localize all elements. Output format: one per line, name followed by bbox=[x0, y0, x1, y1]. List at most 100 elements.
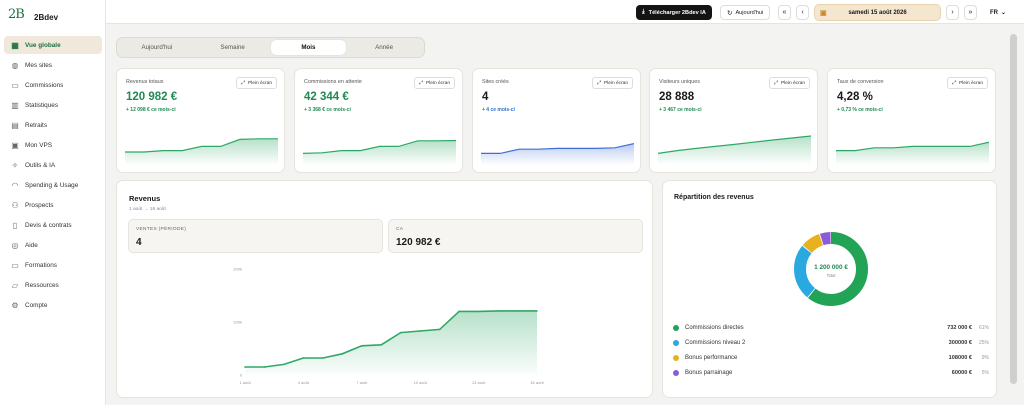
card-icon: ▤ bbox=[11, 120, 19, 130]
revenue-stat: CA 120 982 € bbox=[388, 219, 643, 253]
kpi-sparkline bbox=[658, 135, 811, 165]
sidebar-item-mes-sites[interactable]: ◍ Mes sites bbox=[4, 56, 102, 74]
double-chevron-right-icon: » bbox=[968, 9, 973, 16]
sidebar-item-label: Mon VPS bbox=[25, 141, 52, 149]
tab-semaine[interactable]: Semaine bbox=[220, 44, 245, 51]
kpi-title: Visiteurs uniques bbox=[659, 79, 700, 85]
fullscreen-button[interactable]: ⤢ Plein écran bbox=[236, 77, 277, 89]
sidebar-nav: ▦ Vue globale ◍ Mes sites ▭ Commissions ▥ Stati… bbox=[4, 36, 102, 316]
legend-label: Bonus performance bbox=[685, 354, 738, 361]
chart-icon: ▥ bbox=[11, 100, 19, 110]
book-icon: ▭ bbox=[11, 260, 19, 270]
language-value: FR bbox=[990, 9, 998, 16]
fullscreen-button[interactable]: ⤢ Plein écran bbox=[769, 77, 810, 89]
legend-value: 108000 € bbox=[948, 354, 972, 361]
first-period-button[interactable]: « bbox=[778, 5, 791, 20]
kpi-card: Sites créés ⤢ Plein écran 4 + 4 ce mois-ci bbox=[472, 68, 641, 173]
donut-total-value: 1 200 000 € bbox=[814, 264, 848, 271]
sparkle-icon: ✧ bbox=[11, 160, 19, 170]
fullscreen-button[interactable]: ⤢ Plein écran bbox=[592, 77, 633, 89]
sidebar: 2B 2Bdev ▦ Vue globale ◍ Mes sites ▭ Commissi… bbox=[0, 0, 106, 405]
revenue-stat-label: CA bbox=[396, 227, 404, 232]
donut-slice bbox=[794, 232, 868, 306]
sidebar-item-mon-vps[interactable]: ▣ Mon VPS bbox=[4, 136, 102, 154]
double-chevron-left-icon: « bbox=[782, 9, 787, 16]
help-icon: ◎ bbox=[11, 240, 19, 250]
download-app-button[interactable]: ⤓ Télécharger 2Bdev IA bbox=[636, 5, 712, 20]
legend-dot bbox=[673, 369, 679, 376]
sparkline-line bbox=[658, 135, 811, 154]
previous-period-button[interactable]: ‹ bbox=[796, 5, 809, 20]
kpi-card: Revenus totaux ⤢ Plein écran 120 982 € + 12 … bbox=[116, 68, 285, 173]
sparkline-area bbox=[125, 138, 278, 165]
sidebar-item-label: Aide bbox=[25, 241, 38, 249]
sparkline-area bbox=[481, 143, 634, 165]
fullscreen-label: Plein écran bbox=[426, 80, 450, 86]
sidebar-item-retraits[interactable]: ▤ Retraits bbox=[4, 116, 102, 134]
sidebar-item-vue-globale[interactable]: ▦ Vue globale bbox=[4, 36, 102, 54]
gauge-icon: ◠ bbox=[11, 180, 19, 190]
next-period-button[interactable]: › bbox=[946, 5, 959, 20]
sidebar-item-devis-contrats[interactable]: ▯ Devis & contrats bbox=[4, 216, 102, 234]
revenue-point bbox=[263, 366, 266, 368]
chevron-right-icon: › bbox=[951, 9, 954, 16]
scrollbar-thumb[interactable] bbox=[1010, 34, 1017, 384]
legend-dot bbox=[673, 354, 679, 361]
kpi-sparkline bbox=[481, 143, 634, 165]
sparkline-area bbox=[658, 136, 811, 165]
kpi-value: 120 982 € bbox=[126, 91, 178, 103]
revenue-point bbox=[458, 310, 460, 313]
sidebar-item-label: Mes sites bbox=[25, 61, 52, 69]
kpi-delta: + 4 ce mois-ci bbox=[482, 107, 515, 113]
legend-label: Bonus parrainage bbox=[685, 369, 733, 376]
revenue-point bbox=[341, 353, 344, 355]
sidebar-item-ressources[interactable]: ▱ Ressources bbox=[4, 276, 102, 294]
sidebar-item-label: Devis & contrats bbox=[25, 221, 72, 229]
tab-annee[interactable]: Année bbox=[375, 44, 394, 51]
period-tabs: Aujourd'hui Semaine Mois Année bbox=[116, 37, 425, 58]
tab-mois[interactable]: Mois bbox=[270, 40, 347, 55]
fullscreen-button[interactable]: ⤢ Plein écran bbox=[947, 77, 988, 89]
kpi-delta: + 12 098 € ce mois-ci bbox=[126, 107, 176, 113]
legend-percent: 5% bbox=[981, 369, 989, 376]
revenue-point bbox=[497, 310, 499, 312]
revenue-stat-value: 120 982 € bbox=[396, 237, 441, 248]
today-button[interactable]: ↻ Aujourd'hui bbox=[720, 5, 771, 20]
brand[interactable]: 2B 2Bdev bbox=[8, 7, 58, 27]
fullscreen-label: Plein écran bbox=[604, 80, 628, 86]
sidebar-item-statistiques[interactable]: ▥ Statistiques bbox=[4, 96, 102, 114]
sidebar-item-spending-usage[interactable]: ◠ Spending & Usage bbox=[4, 176, 102, 194]
sidebar-item-prospects[interactable]: ⚇ Prospects bbox=[4, 196, 102, 214]
today-label: Aujourd'hui bbox=[735, 9, 764, 16]
y-tick-label: 100k bbox=[233, 320, 242, 325]
expand-icon: ⤢ bbox=[419, 81, 423, 86]
sparkline-line bbox=[481, 143, 634, 154]
revenue-point bbox=[361, 345, 363, 347]
kpi-sparkline bbox=[125, 138, 278, 165]
fullscreen-button[interactable]: ⤢ Plein écran bbox=[414, 77, 455, 89]
legend-row: Bonus parrainage 60000 € 5% bbox=[673, 365, 989, 380]
date-picker[interactable]: ▣ samedi 15 août 2026 bbox=[814, 4, 941, 21]
document-icon: ▯ bbox=[12, 220, 18, 230]
x-tick-label: 4 août bbox=[298, 380, 310, 385]
chevron-down-icon: ⌄ bbox=[1001, 10, 1007, 16]
revenue-breakdown-card: Répartition des revenus 1 200 000 € Total… bbox=[662, 180, 997, 398]
sidebar-item-outils-ia[interactable]: ✧ Outils & IA bbox=[4, 156, 102, 174]
tab-aujourd-hui[interactable]: Aujourd'hui bbox=[141, 44, 173, 51]
kpi-title: Taux de conversion bbox=[837, 79, 884, 85]
kpi-delta: + 0,73 % ce mois-ci bbox=[837, 107, 883, 113]
revenue-point bbox=[380, 343, 383, 346]
sidebar-item-aide[interactable]: ◎ Aide bbox=[4, 236, 102, 254]
language-select[interactable]: FR ⌄ bbox=[986, 5, 1010, 20]
sidebar-item-compte[interactable]: ⚙ Compte bbox=[4, 296, 102, 314]
donut-total-label: Total bbox=[827, 273, 836, 278]
sales-stat-label: VENTES (PÉRIODE) bbox=[136, 227, 187, 232]
y-tick-label: 0 bbox=[240, 373, 243, 378]
last-period-button[interactable]: » bbox=[964, 5, 977, 20]
sidebar-item-formations[interactable]: ▭ Formations bbox=[4, 256, 102, 274]
legend-percent: 9% bbox=[981, 354, 989, 361]
kpi-delta: + 3 467 ce mois-ci bbox=[659, 107, 702, 113]
grid-icon: ▦ bbox=[11, 40, 19, 50]
revenue-point bbox=[399, 331, 402, 334]
sidebar-item-commissions[interactable]: ▭ Commissions bbox=[4, 76, 102, 94]
